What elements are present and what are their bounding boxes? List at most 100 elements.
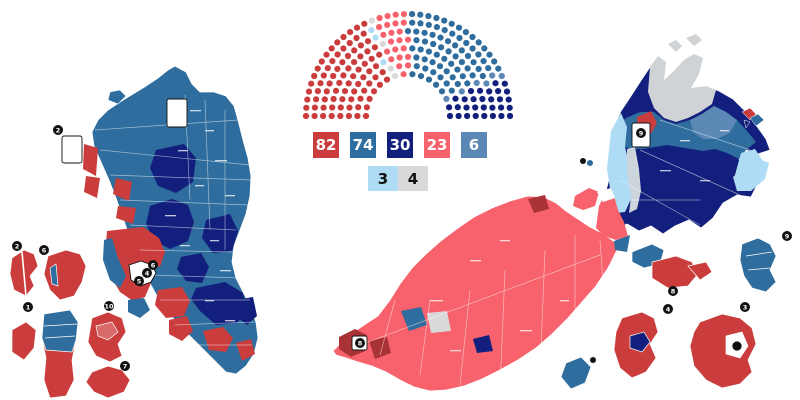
seat-dot — [340, 72, 347, 79]
seat-dot — [486, 88, 493, 95]
seat-dot — [433, 24, 440, 31]
seat-dot — [376, 51, 383, 58]
legend-box-ph: 82 — [313, 132, 339, 158]
seat-dot — [452, 95, 459, 102]
seat-dot — [392, 46, 399, 53]
kedah-inset-box — [166, 98, 188, 128]
legend-box-gps: 23 — [424, 132, 450, 158]
seat-dot — [366, 68, 373, 75]
inset-badge-number: 8 — [358, 339, 363, 347]
seat-dot — [348, 96, 355, 103]
seat-dot — [366, 95, 373, 102]
seat-dot — [388, 29, 395, 36]
seat-dot — [421, 56, 428, 63]
seat-dot — [324, 65, 331, 72]
seat-dot — [355, 66, 362, 73]
seat-dot — [485, 65, 492, 72]
seat-dot — [346, 104, 353, 111]
seat-dot — [480, 58, 487, 65]
seat-dot — [472, 112, 479, 120]
seat-dot — [452, 53, 459, 60]
seat-dot — [467, 88, 475, 95]
legend-box-pn: 74 — [350, 132, 376, 158]
seat-dot — [433, 81, 440, 88]
seat-dot — [323, 88, 330, 95]
inset-maps-left — [9, 249, 131, 399]
seat-dot — [329, 58, 336, 65]
seat-dot — [396, 63, 403, 70]
seat-dot — [475, 65, 482, 72]
seat-dot — [388, 56, 395, 63]
inset-badge-circle — [120, 361, 130, 371]
seat-dot — [311, 112, 318, 120]
seat-dot — [452, 42, 459, 49]
seat-dot — [328, 45, 335, 52]
seat-dot — [455, 24, 463, 31]
seat-dot — [489, 72, 496, 79]
seat-dot — [448, 60, 455, 67]
seat-dot — [464, 65, 471, 72]
seat-dot — [449, 74, 456, 81]
seat-dot — [396, 37, 403, 44]
seat-dot — [425, 21, 432, 28]
seat-dot — [351, 88, 358, 95]
seat-dot — [380, 31, 387, 38]
seat-dot — [355, 104, 362, 111]
seat-dot — [425, 48, 432, 55]
seat-dot — [444, 38, 452, 45]
inset-badge-number: 7 — [123, 362, 128, 370]
seat-dot — [498, 104, 505, 111]
seat-dot — [364, 38, 372, 45]
seat-dot — [311, 72, 318, 80]
seat-dot — [326, 80, 333, 87]
inset-johor-bahru — [689, 313, 757, 389]
seat-dot — [475, 51, 482, 58]
seat-dot — [332, 87, 340, 94]
seat-dot — [368, 27, 375, 34]
seat-dot — [506, 104, 513, 111]
seat-dot — [446, 104, 453, 111]
seat-dot — [458, 47, 465, 54]
seat-dot — [421, 29, 428, 36]
seat-dot — [357, 95, 364, 102]
seat-dot — [417, 73, 425, 80]
seat-dot — [308, 80, 315, 87]
seat-dot — [481, 45, 488, 52]
seat-dot — [489, 104, 496, 111]
seat-dot — [384, 13, 391, 20]
seat-dot — [425, 76, 433, 83]
sabah-map — [573, 34, 771, 240]
inset-badge-number: 4 — [666, 305, 671, 313]
inset-kota-kinabalu-city — [739, 237, 777, 293]
seat-dot — [351, 47, 358, 54]
seat-dot — [505, 96, 512, 103]
inset-badge-circle — [636, 128, 646, 138]
seat-dot — [400, 71, 407, 78]
inset-badge-number: 6 — [151, 261, 156, 269]
labuan-marker-dot — [580, 158, 586, 164]
sabah-east-islands-inset — [741, 107, 765, 129]
seat-dot — [456, 34, 463, 42]
seat-dot — [353, 24, 361, 31]
inset-badge-number: 9 — [639, 129, 644, 137]
seat-dot — [304, 96, 311, 103]
seat-dot — [404, 36, 412, 43]
peninsular-malaysia-map — [61, 65, 259, 375]
sarawak-map — [332, 195, 630, 392]
inset-klang-left — [11, 321, 37, 361]
seat-dot — [354, 112, 361, 120]
seat-dot — [454, 66, 461, 73]
seat-dot — [404, 62, 412, 69]
seat-dot — [425, 13, 432, 20]
legend-box-bn: 30 — [387, 132, 413, 158]
inset-badge-number: 2 — [56, 126, 61, 134]
seat-dot — [400, 45, 407, 52]
sarawak-blue-island — [560, 356, 592, 390]
seat-dot — [357, 42, 364, 49]
inset-ipoh — [43, 249, 87, 301]
seat-dot — [337, 112, 344, 120]
seat-dot — [364, 48, 371, 55]
seat-dot — [396, 28, 403, 35]
inset-badge-circle — [142, 268, 152, 278]
seat-dot — [433, 14, 440, 22]
